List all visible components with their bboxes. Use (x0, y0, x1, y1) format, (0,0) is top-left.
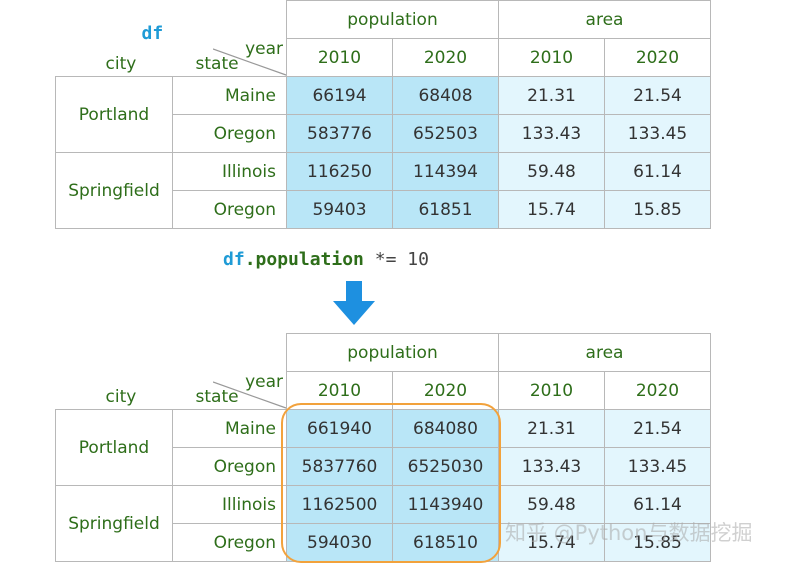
state-index-cell: Maine (172, 409, 287, 448)
code-attribute: .population (244, 249, 364, 270)
area-cell: 133.45 (604, 114, 711, 153)
population-cell: 1162500 (286, 485, 393, 524)
city-index-label: city (105, 387, 137, 407)
code-statement: df.population *= 10 (223, 249, 429, 270)
dataframe-after-table: city state year population area 2010 202… (55, 333, 711, 562)
year-header: 2010 (498, 371, 605, 410)
population-cell: 583776 (286, 114, 393, 153)
table-row: Oregon 59403 61851 15.74 15.85 (56, 190, 711, 229)
column-group-population: population (286, 0, 499, 39)
population-cell: 68408 (392, 76, 499, 115)
population-cell: 6525030 (392, 447, 499, 486)
city-index-cell: Springfield (55, 485, 173, 562)
table-row: Oregon 594030 618510 15.74 15.85 (56, 523, 711, 562)
state-index-cell: Illinois (172, 152, 287, 191)
area-cell: 21.31 (498, 76, 605, 115)
table-row: Springfield Illinois 1162500 1143940 59.… (55, 485, 711, 562)
state-index-cell: Oregon (172, 114, 287, 153)
state-index-cell: Maine (172, 76, 287, 115)
population-cell: 66194 (286, 76, 393, 115)
year-header: 2010 (286, 371, 393, 410)
city-index-cell: Portland (55, 76, 173, 153)
table-row: Oregon 5837760 6525030 133.43 133.45 (56, 447, 711, 486)
corner-diagonal-line (212, 47, 286, 76)
column-group-population: population (286, 333, 499, 372)
column-group-area: area (498, 333, 711, 372)
city-index-cell: Springfield (55, 152, 173, 229)
area-cell: 15.85 (604, 190, 711, 229)
state-index-label: state (195, 54, 239, 74)
state-index-cell: Oregon (172, 447, 287, 486)
population-cell: 114394 (392, 152, 499, 191)
df-variable-label: df (141, 22, 164, 44)
corner-diagonal-line (212, 380, 286, 409)
population-highlight-box (281, 403, 501, 563)
area-cell: 15.85 (604, 523, 711, 562)
year-header: 2010 (498, 38, 605, 77)
year-header: 2020 (392, 38, 499, 77)
population-cell: 594030 (286, 523, 393, 562)
table-row: Springfield Illinois 116250 114394 59.48… (55, 152, 711, 229)
table-row: Portland Maine 661940 684080 21.31 21.54 (55, 409, 711, 486)
area-cell: 61.14 (604, 152, 711, 191)
table-row: Portland Maine 66194 68408 21.31 21.54 (55, 76, 711, 153)
area-cell: 21.54 (604, 76, 711, 115)
state-index-cell: Oregon (172, 523, 287, 562)
down-arrow-icon (333, 281, 375, 325)
code-number: 10 (407, 249, 429, 270)
state-index-label: state (195, 387, 239, 407)
area-cell: 21.54 (604, 409, 711, 448)
area-cell: 15.74 (498, 523, 605, 562)
population-cell: 652503 (392, 114, 499, 153)
year-column-level-label: year (245, 371, 283, 392)
index-corner-header: city state year (55, 333, 287, 410)
area-cell: 133.43 (498, 447, 605, 486)
area-cell: 133.45 (604, 447, 711, 486)
column-group-area: area (498, 0, 711, 39)
population-cell: 5837760 (286, 447, 393, 486)
population-cell: 61851 (392, 190, 499, 229)
population-cell: 116250 (286, 152, 393, 191)
year-header: 2020 (604, 38, 711, 77)
city-index-label: city (105, 54, 137, 74)
index-corner-header: df city state year (55, 0, 287, 77)
area-cell: 21.31 (498, 409, 605, 448)
table-row: Oregon 583776 652503 133.43 133.45 (56, 114, 711, 153)
code-operator: *= (363, 249, 408, 270)
code-variable: df (223, 249, 245, 270)
population-cell: 661940 (286, 409, 393, 448)
year-header: 2020 (604, 371, 711, 410)
population-cell: 1143940 (392, 485, 499, 524)
year-column-level-label: year (245, 38, 283, 59)
area-cell: 59.48 (498, 152, 605, 191)
state-index-cell: Illinois (172, 485, 287, 524)
dataframe-before-table: df city state year population area 2010 … (55, 0, 711, 229)
area-cell: 133.43 (498, 114, 605, 153)
city-index-cell: Portland (55, 409, 173, 486)
watermark-text: 知乎 @Python与数据挖掘 (505, 521, 753, 545)
area-cell: 15.74 (498, 190, 605, 229)
population-cell: 59403 (286, 190, 393, 229)
state-index-cell: Oregon (172, 190, 287, 229)
year-header: 2010 (286, 38, 393, 77)
